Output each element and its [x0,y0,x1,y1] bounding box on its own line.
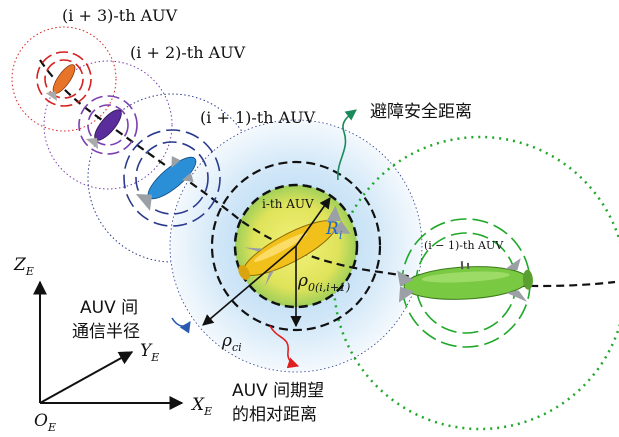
comm-boundary-i [169,119,423,373]
label-comm-radius-1: AUV 间 [80,298,138,318]
formation-path [39,59,616,288]
label-auv-i3: (i + 3)-th AUV [62,6,178,25]
auv-i1 [123,129,221,227]
comm-range-i3 [11,26,117,132]
label-auv-im1: (i − 1)-th AUV [424,239,504,252]
auv-i2 [78,95,138,155]
label-rho-0: ρ0(i,i+1) [297,271,350,294]
comm-range-i2 [43,60,173,190]
label-relative-distance-2: 的相对距离 [232,405,317,425]
auv-im1 [397,218,533,348]
auv-i3 [36,51,92,107]
label-relative-distance-1: AUV 间期望 [232,381,324,401]
callout-arrow-distance [269,325,300,369]
desired-distance-ring [210,160,382,332]
label-r-i: Ri [325,219,342,242]
arrow-rho-ci [202,245,297,326]
comm-range-im1 [332,135,619,431]
label-comm-radius-2: 通信半径 [72,322,140,342]
label-origin: OE [34,411,56,434]
label-axis-z: ZE [13,255,34,278]
label-auv-i1: (i + 1)-th AUV [200,108,316,127]
label-auv-i2: (i + 2)-th AUV [130,43,246,62]
label-axis-x: XE [190,395,212,418]
callout-arrow-comm [171,317,191,334]
label-obstacle-distance: 避障安全距离 [370,102,472,122]
label-auv-i: i-th AUV [262,197,314,211]
arrow-r-i [295,197,331,247]
label-rho-ci: ρci [221,331,242,354]
callout-arrow-obstacle [337,109,357,181]
coordinate-frame [33,280,184,410]
label-axis-y: YE [140,341,159,364]
auv-i [238,205,351,287]
